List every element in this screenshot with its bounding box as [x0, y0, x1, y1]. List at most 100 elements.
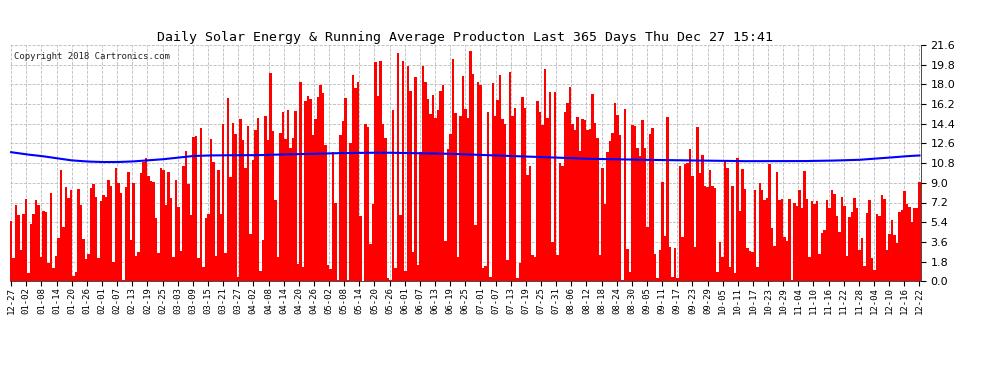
Bar — [629, 272, 632, 281]
Bar — [466, 118, 469, 281]
Bar — [127, 172, 130, 281]
Bar — [442, 85, 445, 281]
Bar — [374, 62, 377, 281]
Bar — [811, 201, 814, 281]
Bar — [761, 190, 763, 281]
Bar — [309, 99, 312, 281]
Bar — [361, 280, 364, 281]
Bar — [10, 221, 13, 281]
Bar — [556, 255, 559, 281]
Bar — [247, 126, 249, 281]
Bar — [861, 238, 863, 281]
Bar — [756, 267, 758, 281]
Bar — [574, 130, 576, 281]
Bar — [551, 242, 553, 281]
Bar — [579, 151, 581, 281]
Bar — [50, 193, 52, 281]
Bar — [419, 153, 422, 281]
Bar — [212, 162, 215, 281]
Bar — [215, 256, 217, 281]
Bar — [658, 250, 661, 281]
Bar — [816, 201, 819, 281]
Bar — [222, 124, 225, 281]
Bar — [317, 97, 320, 281]
Bar — [366, 127, 369, 281]
Bar — [719, 242, 721, 281]
Title: Daily Solar Energy & Running Average Producton Last 365 Days Thu Dec 27 15:41: Daily Solar Energy & Running Average Pro… — [157, 31, 773, 44]
Bar — [427, 99, 429, 281]
Bar — [648, 134, 651, 281]
Bar — [826, 200, 829, 281]
Bar — [604, 204, 606, 281]
Bar — [115, 168, 117, 281]
Bar — [33, 214, 35, 281]
Bar — [449, 134, 451, 281]
Bar — [335, 203, 337, 281]
Bar — [274, 200, 277, 281]
Bar — [507, 260, 509, 281]
Bar — [471, 74, 474, 281]
Bar — [634, 126, 637, 281]
Bar — [731, 186, 734, 281]
Bar — [289, 148, 292, 281]
Bar — [873, 270, 876, 281]
Bar — [446, 149, 449, 281]
Bar — [242, 140, 245, 281]
Bar — [117, 183, 120, 281]
Bar — [125, 186, 127, 281]
Bar — [893, 235, 896, 281]
Bar — [48, 262, 50, 281]
Bar — [349, 143, 351, 281]
Bar — [320, 85, 322, 281]
Bar — [205, 217, 207, 281]
Bar — [734, 273, 736, 281]
Bar — [432, 95, 434, 281]
Bar — [591, 94, 594, 281]
Bar — [315, 119, 317, 281]
Bar — [601, 168, 604, 281]
Bar — [307, 96, 309, 281]
Bar — [169, 198, 172, 281]
Bar — [20, 251, 23, 281]
Bar — [354, 88, 356, 281]
Bar — [227, 99, 230, 281]
Bar — [342, 121, 345, 281]
Bar — [778, 200, 781, 281]
Bar — [287, 110, 289, 281]
Bar — [327, 266, 330, 281]
Bar — [786, 241, 788, 281]
Bar — [679, 166, 681, 281]
Bar — [843, 206, 845, 281]
Bar — [54, 256, 57, 281]
Bar — [461, 76, 464, 281]
Bar — [95, 197, 97, 281]
Bar — [656, 278, 658, 281]
Bar — [220, 214, 222, 281]
Bar — [294, 111, 297, 281]
Bar — [589, 129, 591, 281]
Bar — [251, 160, 254, 281]
Bar — [417, 265, 419, 281]
Bar — [177, 207, 179, 281]
Bar — [642, 120, 644, 281]
Bar — [389, 280, 392, 281]
Bar — [359, 216, 361, 281]
Bar — [743, 189, 746, 281]
Bar — [187, 184, 189, 281]
Bar — [863, 266, 866, 281]
Bar — [92, 184, 95, 281]
Bar — [217, 170, 220, 281]
Bar — [345, 98, 346, 281]
Bar — [225, 253, 227, 281]
Bar — [544, 69, 546, 281]
Bar — [35, 200, 38, 281]
Bar — [23, 214, 25, 281]
Bar — [424, 82, 427, 281]
Bar — [154, 218, 157, 281]
Bar — [798, 190, 801, 281]
Bar — [122, 280, 125, 281]
Bar — [758, 183, 761, 281]
Bar — [497, 100, 499, 281]
Bar — [18, 215, 20, 281]
Bar — [269, 73, 272, 281]
